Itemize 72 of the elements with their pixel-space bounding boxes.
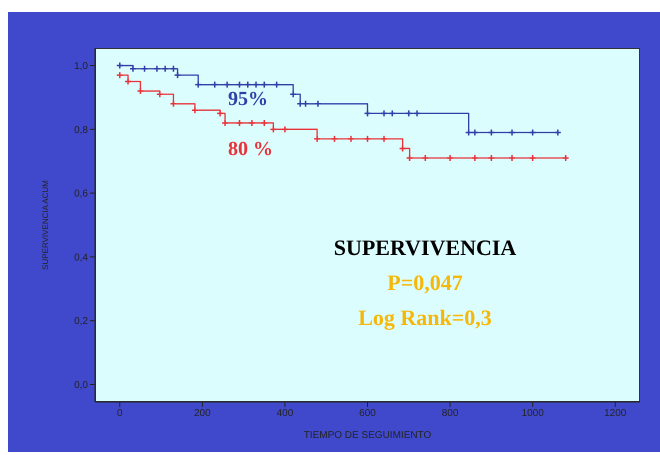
point [422,154,430,162]
point [347,135,355,143]
x-tick-label: 800 [442,408,459,420]
point [314,100,322,108]
x-tick-label: 1000 [522,408,544,420]
point [446,154,454,162]
point [488,128,496,136]
point [281,126,289,134]
point [140,64,148,72]
point [174,71,182,79]
point [413,110,421,118]
x-axis-title: TIEMPO DE SEGUIMIENTO [304,430,432,441]
x-tick-label: 600 [359,408,376,420]
point [313,135,321,143]
y-tick-label: 0,6 [74,188,88,200]
point [471,154,479,162]
point [398,144,406,152]
point [136,87,144,95]
x-tick-label: 400 [276,408,294,420]
point [223,80,231,88]
point [191,106,199,114]
point [270,126,278,134]
point [364,110,372,118]
point [194,80,202,88]
point [244,80,252,88]
annotation: Log Rank=0,3 [357,304,493,332]
point [405,110,413,118]
point [161,64,169,72]
point [296,100,304,108]
point [129,64,137,72]
point [289,90,297,98]
y-tick-label: 1,0 [74,61,88,72]
series-label: 80 % [228,138,273,161]
point [210,80,218,88]
point [170,64,178,72]
y-tick-label: 0,0 [74,380,88,392]
point [216,110,224,118]
point [406,154,414,162]
point [388,110,396,118]
point [252,80,260,88]
annotation: SUPERVIVENCIA [332,234,518,262]
point [236,119,244,127]
point [508,154,516,162]
point [248,119,256,127]
point [221,119,229,127]
point [464,128,472,136]
series-label: 95% [228,88,268,111]
point [260,119,268,127]
point [364,135,372,143]
point [330,135,338,143]
y-axis-title: SUPERVIVENCIA ACUM [40,180,50,270]
point [272,80,280,88]
point [471,128,479,136]
point [380,135,388,143]
y-tick-label: 0,2 [74,316,88,328]
point [488,154,496,162]
y-tick-label: 0,4 [74,252,88,264]
x-tick-label: 1200 [604,408,627,420]
point [528,128,536,136]
point [156,90,164,98]
point [508,128,516,136]
point [260,80,268,88]
y-tick-label: 0,8 [74,124,88,136]
point [528,154,536,162]
point [170,100,178,108]
x-tick-label: 200 [194,408,212,420]
point [153,64,161,72]
point [236,80,244,88]
annotation: P=0,047 [386,269,464,297]
point [380,110,388,118]
x-tick-label: 0 [116,408,123,420]
point [124,78,132,86]
